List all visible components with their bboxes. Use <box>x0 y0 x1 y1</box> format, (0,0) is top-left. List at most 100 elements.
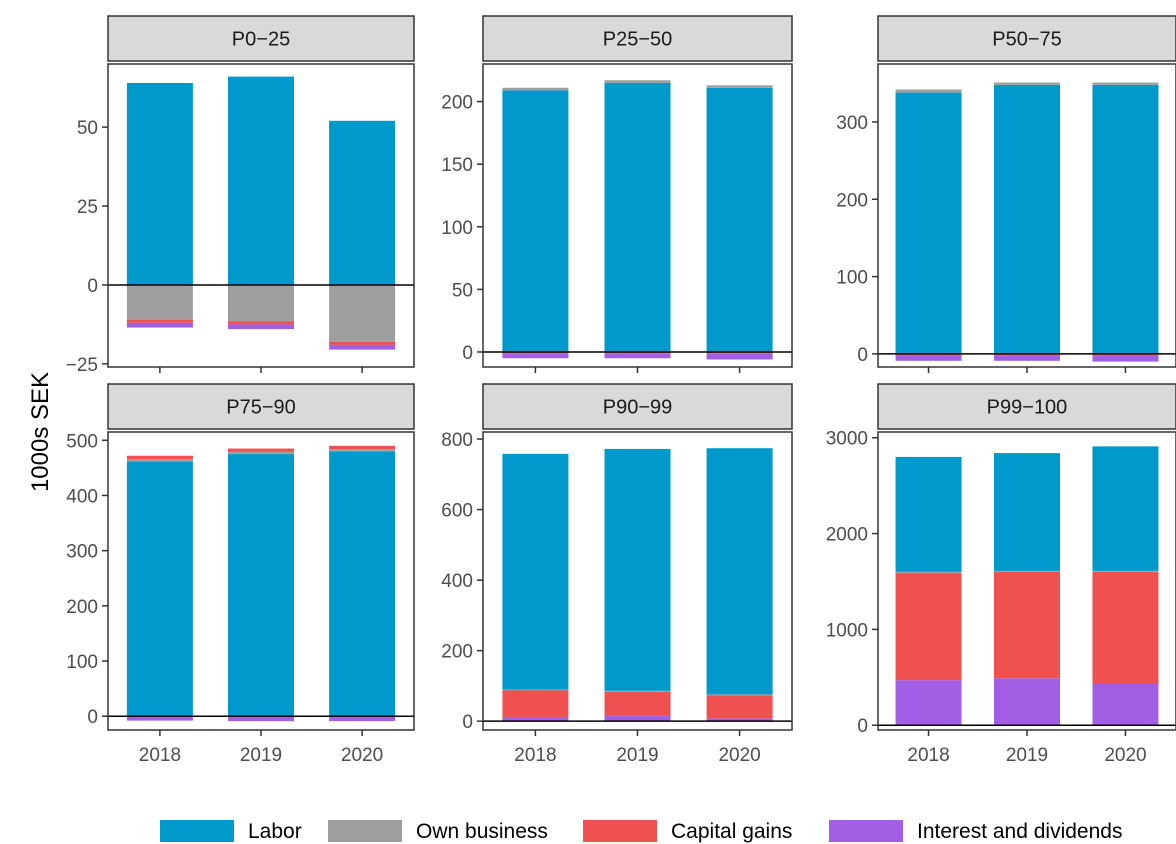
facet-strip <box>107 383 415 430</box>
bar-interest-and-dividends-2020 <box>329 344 396 350</box>
bar-interest-and-dividends-2019 <box>994 355 1060 361</box>
facet-title: P75−90 <box>226 397 296 419</box>
x-tick-label: 2020 <box>718 745 760 766</box>
bar-capital-gains-2019 <box>604 691 671 716</box>
legend-swatch-capital-gains <box>583 820 657 842</box>
bar-own-business-2019 <box>604 80 671 83</box>
facet-strip <box>482 383 793 430</box>
y-tick-label: 100 <box>836 268 868 289</box>
bar-own-business-2020 <box>706 694 773 696</box>
bar-capital-gains-2019 <box>994 353 1060 356</box>
x-tick-label: 2019 <box>240 745 282 766</box>
y-tick-label: 300 <box>66 542 98 563</box>
bar-interest-and-dividends-2019 <box>228 324 294 330</box>
y-tick-label: 50 <box>452 280 473 301</box>
bar-capital-gains-2020 <box>1092 571 1159 685</box>
bar-own-business-2019 <box>994 82 1060 85</box>
y-tick-label: 200 <box>836 190 868 211</box>
bar-interest-and-dividends-2018 <box>126 716 193 721</box>
facet-p0-25: P0−25 −25 0 25 50 <box>66 15 415 376</box>
faceted-bar-chart: 1000s SEK P0−25 −25 0 25 50 P25−50 0 50 100 150 20… <box>27 15 1176 766</box>
bar-capital-gains-2018 <box>502 690 569 717</box>
facet-title: P50−75 <box>992 29 1062 51</box>
x-tick-label: 2018 <box>907 745 949 766</box>
bar-capital-gains-2019 <box>228 321 294 325</box>
y-tick-label: 25 <box>77 197 98 218</box>
bar-interest-and-dividends-2019 <box>994 678 1060 726</box>
y-tick-label: 500 <box>66 431 98 452</box>
legend-swatch-interest-and-dividends <box>829 820 903 842</box>
y-tick-label: 150 <box>441 155 473 176</box>
y-tick-label: 3000 <box>826 429 868 450</box>
bar-own-business-2018 <box>895 89 962 93</box>
bar-own-business-2019 <box>994 570 1060 572</box>
y-tick-label: 300 <box>836 113 868 134</box>
bar-labor-2019 <box>604 82 671 352</box>
bar-interest-and-dividends-2019 <box>604 715 671 722</box>
bar-interest-and-dividends-2018 <box>126 322 193 328</box>
bar-labor-2019 <box>994 453 1060 571</box>
bar-capital-gains-2018 <box>895 572 962 681</box>
bar-interest-and-dividends-2019 <box>228 716 294 722</box>
y-tick-label: 200 <box>441 93 473 114</box>
bar-interest-and-dividends-2020 <box>706 353 773 360</box>
bar-labor-2019 <box>228 76 294 285</box>
facet-title: P25−50 <box>603 29 673 51</box>
bar-interest-and-dividends-2018 <box>502 353 569 359</box>
bar-interest-and-dividends-2020 <box>706 718 773 722</box>
y-tick-label: 0 <box>857 716 868 737</box>
bar-own-business-2020 <box>1092 570 1159 572</box>
y-axis-label: 1000s SEK <box>27 372 54 492</box>
legend-label-own-business: Own business <box>416 820 548 843</box>
y-tick-label: 200 <box>441 642 473 663</box>
bar-interest-and-dividends-2018 <box>895 355 962 361</box>
bar-labor-2019 <box>604 448 671 691</box>
facet-p25-50: P25−50 0 50 100 150 200 <box>441 15 793 373</box>
facet-strip <box>482 15 793 62</box>
y-tick-label: 2000 <box>826 525 868 546</box>
legend-label-interest-and-dividends: Interest and dividends <box>917 820 1123 843</box>
bar-labor-2018 <box>126 82 193 285</box>
bar-labor-2018 <box>502 453 569 690</box>
x-tick-label: 2018 <box>139 745 181 766</box>
facet-strip <box>877 15 1176 62</box>
facet-title: P99−100 <box>987 397 1068 419</box>
bar-labor-2018 <box>502 90 569 352</box>
bar-own-business-2020 <box>1092 82 1159 85</box>
bar-labor-2020 <box>329 120 396 285</box>
bar-interest-and-dividends-2020 <box>329 716 396 722</box>
facet-strip <box>877 383 1176 430</box>
bar-capital-gains-2020 <box>1092 353 1159 356</box>
bar-own-business-2018 <box>502 689 569 691</box>
bar-own-business-2019 <box>604 690 671 692</box>
bar-labor-2019 <box>994 84 1060 354</box>
bar-interest-and-dividends-2018 <box>895 680 962 726</box>
facet-title: P0−25 <box>232 29 290 51</box>
bar-interest-and-dividends-2018 <box>502 716 569 722</box>
bar-capital-gains-2020 <box>329 445 396 450</box>
legend: Labor Own business Capital gains Interes… <box>0 812 1176 843</box>
y-tick-label: 1000 <box>826 620 868 641</box>
bar-own-business-2018 <box>126 459 193 462</box>
bar-own-business-2019 <box>228 451 294 455</box>
x-tick-label: 2019 <box>616 745 658 766</box>
legend-swatch-own-business <box>328 820 402 842</box>
y-tick-label: 100 <box>66 652 98 673</box>
bar-labor-2020 <box>706 87 773 352</box>
bar-labor-2020 <box>329 451 396 717</box>
y-tick-label: 400 <box>441 571 473 592</box>
legend-label-capital-gains: Capital gains <box>671 820 793 843</box>
y-tick-label: 200 <box>66 597 98 618</box>
legend-swatch-labor <box>160 820 234 842</box>
facet-p90-99: P90−99 0 200 400 600 800 2018 2019 2020 <box>441 383 793 766</box>
bar-capital-gains-2018 <box>895 353 962 356</box>
bar-labor-2018 <box>895 92 962 354</box>
bar-own-business-2019 <box>228 284 294 322</box>
bar-own-business-2020 <box>329 449 396 452</box>
bar-own-business-2018 <box>895 571 962 573</box>
bar-interest-and-dividends-2020 <box>1092 684 1159 726</box>
y-tick-label: 0 <box>462 712 473 733</box>
bar-labor-2020 <box>1092 84 1159 354</box>
y-tick-label: 800 <box>441 430 473 451</box>
y-tick-label: 0 <box>857 345 868 366</box>
